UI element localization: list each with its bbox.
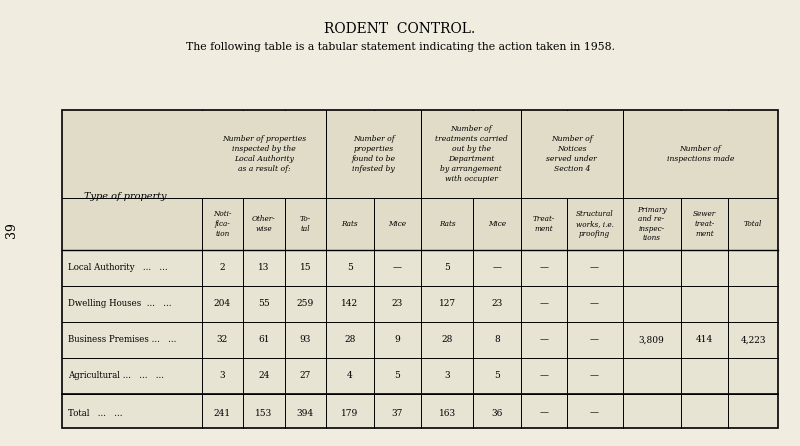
Text: Mice: Mice (389, 220, 406, 228)
Text: Total   ...   ...: Total ... ... (68, 409, 122, 417)
Text: 8: 8 (494, 335, 500, 344)
Text: —: — (590, 335, 599, 344)
Text: 13: 13 (258, 264, 270, 273)
Text: Sewer
treat-
ment: Sewer treat- ment (693, 211, 716, 238)
Text: RODENT  CONTROL.: RODENT CONTROL. (324, 22, 476, 36)
Text: 15: 15 (299, 264, 311, 273)
Bar (62, 110, 778, 428)
Text: 179: 179 (342, 409, 358, 417)
Bar (202, 111, 326, 198)
Bar (62, 110, 778, 250)
Text: 5: 5 (394, 372, 401, 380)
Text: 93: 93 (299, 335, 311, 344)
Text: —: — (539, 409, 548, 417)
Text: 24: 24 (258, 372, 270, 380)
Text: 5: 5 (494, 372, 500, 380)
Text: 2: 2 (219, 264, 225, 273)
Text: 142: 142 (342, 300, 358, 309)
Text: 9: 9 (394, 335, 401, 344)
Text: Rats: Rats (342, 220, 358, 228)
Text: Local Authority   ...   ...: Local Authority ... ... (68, 264, 168, 273)
Text: 5: 5 (347, 264, 353, 273)
Text: 61: 61 (258, 335, 270, 344)
Text: —: — (590, 300, 599, 309)
Text: Rats: Rats (439, 220, 456, 228)
Text: Business Premises ...   ...: Business Premises ... ... (68, 335, 176, 344)
Text: —: — (539, 372, 548, 380)
Text: Type of property: Type of property (83, 192, 166, 201)
Text: Mice: Mice (488, 220, 506, 228)
Text: 28: 28 (442, 335, 453, 344)
Bar (623, 111, 778, 198)
Text: Dwelling Houses  ...   ...: Dwelling Houses ... ... (68, 300, 171, 309)
Text: —: — (539, 264, 548, 273)
Text: Number of
treatments carried
out by the
Department
by arrangement
with occupier: Number of treatments carried out by the … (434, 125, 507, 183)
Bar (326, 111, 421, 198)
Text: 39: 39 (6, 222, 18, 238)
Text: 204: 204 (214, 300, 231, 309)
Bar (62, 110, 778, 428)
Text: —: — (590, 409, 599, 417)
Text: 3: 3 (445, 372, 450, 380)
Text: 23: 23 (491, 300, 502, 309)
Text: 4,223: 4,223 (740, 335, 766, 344)
Text: Agricultural ...   ...   ...: Agricultural ... ... ... (68, 372, 164, 380)
Text: Number of
inspections made: Number of inspections made (666, 145, 734, 163)
Text: —: — (539, 335, 548, 344)
Text: —: — (493, 264, 502, 273)
Text: 259: 259 (297, 300, 314, 309)
Text: 28: 28 (344, 335, 355, 344)
Text: 32: 32 (217, 335, 228, 344)
Text: 153: 153 (255, 409, 273, 417)
Text: The following table is a tabular statement indicating the action taken in 1958.: The following table is a tabular stateme… (186, 42, 614, 52)
Text: 394: 394 (297, 409, 314, 417)
Text: Other-
wise: Other- wise (252, 215, 276, 233)
Text: Number of
properties
found to be
infested by: Number of properties found to be infeste… (352, 135, 396, 173)
Text: —: — (590, 264, 599, 273)
Text: To-
tal: To- tal (300, 215, 311, 233)
Text: Number of properties
inspected by the
Local Authority
as a result of:: Number of properties inspected by the Lo… (222, 135, 306, 173)
Text: —: — (590, 372, 599, 380)
Text: Noti-
fica-
tion: Noti- fica- tion (213, 211, 232, 238)
Text: 3: 3 (219, 372, 225, 380)
Text: 27: 27 (299, 372, 311, 380)
Text: —: — (539, 300, 548, 309)
Text: Structural
works, i.e.
proofing: Structural works, i.e. proofing (575, 211, 614, 238)
Text: Treat-
ment: Treat- ment (533, 215, 555, 233)
Text: 23: 23 (392, 300, 403, 309)
Text: 163: 163 (438, 409, 456, 417)
Text: 241: 241 (214, 409, 231, 417)
Text: Primary
and re-
inspec-
tions: Primary and re- inspec- tions (637, 206, 666, 242)
Text: 37: 37 (392, 409, 403, 417)
Bar (522, 111, 622, 198)
Text: 5: 5 (444, 264, 450, 273)
Bar (422, 111, 521, 198)
Text: 127: 127 (438, 300, 456, 309)
Text: Total: Total (744, 220, 762, 228)
Text: 3,809: 3,809 (638, 335, 665, 344)
Text: 4: 4 (347, 372, 353, 380)
Text: 414: 414 (696, 335, 713, 344)
Text: Number of
Notices
served under
Section 4: Number of Notices served under Section 4 (546, 135, 597, 173)
Text: 36: 36 (491, 409, 502, 417)
Text: —: — (393, 264, 402, 273)
Text: 55: 55 (258, 300, 270, 309)
